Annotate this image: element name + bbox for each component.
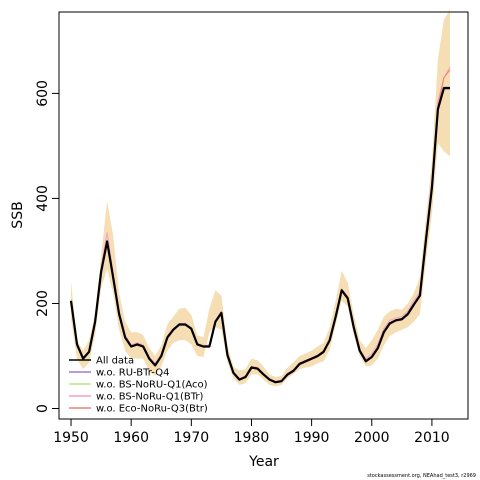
y-axis: 0 200 400 600 — [35, 80, 60, 413]
x-tick-label-4: 1990 — [294, 430, 330, 446]
confidence-band — [71, 9, 450, 387]
series-line-0 — [69, 86, 450, 384]
x-tick-label-3: 1980 — [234, 430, 270, 446]
y-tick-label-1: 200 — [35, 290, 51, 317]
x-tick-label-2: 1970 — [174, 430, 210, 446]
x-tick-label-5: 2000 — [354, 430, 390, 446]
confidence-band-layer — [71, 9, 450, 387]
x-axis-title: Year — [248, 454, 279, 470]
legend-label-2: w.o. BS-NoRU-Q1(Aco) — [96, 380, 208, 391]
legend-label-3: w.o. BS-NoRu-Q1(BTr) — [96, 392, 204, 403]
series-layer — [69, 66, 451, 384]
y-tick-label-2: 400 — [35, 185, 51, 212]
legend-label-4: w.o. Eco-NoRu-Q3(Btr) — [96, 404, 208, 415]
x-tick-label-0: 1950 — [53, 430, 89, 446]
x-tick-label-6: 2010 — [414, 430, 450, 446]
x-tick-label-1: 1960 — [113, 430, 149, 446]
y-tick-label-3: 600 — [35, 80, 51, 107]
y-tick-label-0: 0 — [35, 404, 51, 413]
legend-label-0: All data — [96, 356, 134, 367]
x-axis: 1950 1960 1970 1980 1990 2000 2010 — [53, 418, 450, 446]
y-axis-title: SSB — [10, 201, 26, 228]
credit-text: stockassessment.org, NEAhad_test3, r2969 — [367, 473, 476, 479]
legend-label-1: w.o. RU-BTr-Q4 — [96, 368, 169, 379]
